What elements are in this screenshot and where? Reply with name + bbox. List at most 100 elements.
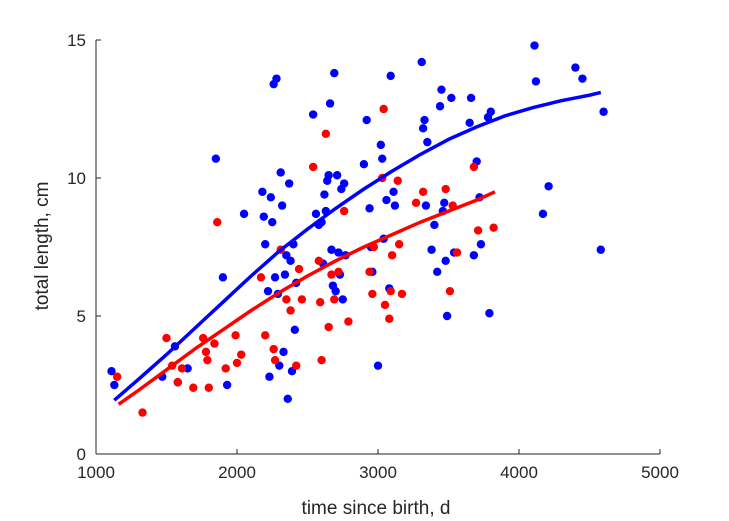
data-point [339, 206, 349, 216]
data-point [330, 295, 339, 304]
data-point [204, 383, 213, 392]
x-tick-label: 5000 [641, 463, 679, 482]
data-point [433, 267, 442, 277]
data-point [266, 193, 276, 202]
data-point [578, 74, 587, 83]
data-point [283, 394, 292, 403]
data-point [437, 85, 446, 94]
scatter-series-blue [107, 41, 608, 403]
data-point [332, 171, 342, 180]
data-point [324, 171, 333, 180]
data-point [297, 295, 307, 304]
data-point [386, 71, 395, 81]
chart-marks [107, 41, 608, 417]
data-point [294, 264, 304, 274]
data-point [237, 350, 246, 359]
data-point [441, 256, 450, 265]
data-point [362, 115, 371, 125]
data-point [338, 295, 347, 304]
data-point [538, 209, 548, 219]
data-point [265, 372, 274, 381]
data-point [420, 115, 429, 125]
data-point [379, 104, 388, 114]
data-point [277, 201, 287, 210]
data-point [393, 176, 402, 185]
data-point [445, 286, 455, 296]
data-point [239, 209, 249, 219]
data-point [311, 209, 321, 219]
x-tick-label: 1000 [77, 463, 115, 482]
data-point [270, 355, 280, 365]
data-point [259, 212, 268, 221]
data-point [308, 110, 318, 119]
data-point [308, 162, 318, 172]
y-axis-ticks: 0 5 10 15 [67, 31, 101, 464]
data-point [418, 124, 428, 133]
data-point [387, 251, 397, 260]
data-point [394, 240, 404, 249]
data-point [327, 245, 336, 254]
data-point [327, 270, 336, 279]
data-point [435, 102, 445, 111]
data-point [107, 367, 116, 376]
data-point [334, 248, 343, 257]
data-point [268, 217, 277, 227]
data-point [162, 333, 171, 343]
data-point [280, 270, 290, 279]
data-point [466, 93, 476, 103]
data-point [339, 179, 349, 188]
data-point [263, 286, 273, 296]
data-point [530, 41, 539, 50]
data-point [321, 129, 331, 139]
data-point [599, 107, 608, 116]
data-point [210, 339, 219, 348]
data-point [221, 364, 230, 373]
data-point [417, 57, 426, 67]
data-point [213, 217, 222, 227]
data-point [314, 256, 323, 265]
data-point [365, 267, 374, 277]
fit-line-blue [113, 90, 602, 402]
fit-line-red [117, 190, 496, 406]
data-point [292, 361, 301, 370]
data-point [418, 187, 428, 196]
data-point [411, 198, 421, 208]
data-point [442, 311, 452, 321]
data-point [469, 162, 479, 172]
y-tick-label: 0 [77, 445, 86, 464]
data-point [373, 361, 383, 370]
data-point [177, 364, 187, 373]
data-point [430, 220, 439, 230]
data-point [279, 347, 288, 357]
data-point [389, 187, 398, 196]
y-tick-label: 10 [67, 169, 86, 188]
data-point [269, 344, 278, 354]
data-point [344, 317, 353, 326]
data-point [218, 273, 228, 282]
data-point [440, 198, 449, 208]
chart-axes: 1000 2000 3000 4000 5000 0 5 10 15 [67, 31, 679, 482]
data-point [397, 289, 407, 299]
data-point [447, 93, 456, 103]
data-point [324, 322, 333, 332]
data-point [211, 154, 221, 163]
data-point [427, 245, 436, 254]
data-point [232, 358, 242, 368]
data-point [441, 184, 450, 194]
data-point [270, 273, 280, 282]
data-point [272, 74, 281, 83]
x-tick-label: 4000 [500, 463, 538, 482]
data-point [325, 99, 335, 108]
data-point [359, 160, 369, 169]
data-point [531, 77, 541, 86]
y-tick-label: 15 [67, 31, 86, 50]
data-point [256, 273, 266, 282]
data-point [315, 298, 325, 307]
data-point [469, 251, 479, 260]
data-point [173, 378, 182, 387]
data-point [485, 309, 494, 318]
data-point [385, 314, 394, 323]
data-point [110, 380, 119, 390]
data-point [473, 226, 483, 235]
